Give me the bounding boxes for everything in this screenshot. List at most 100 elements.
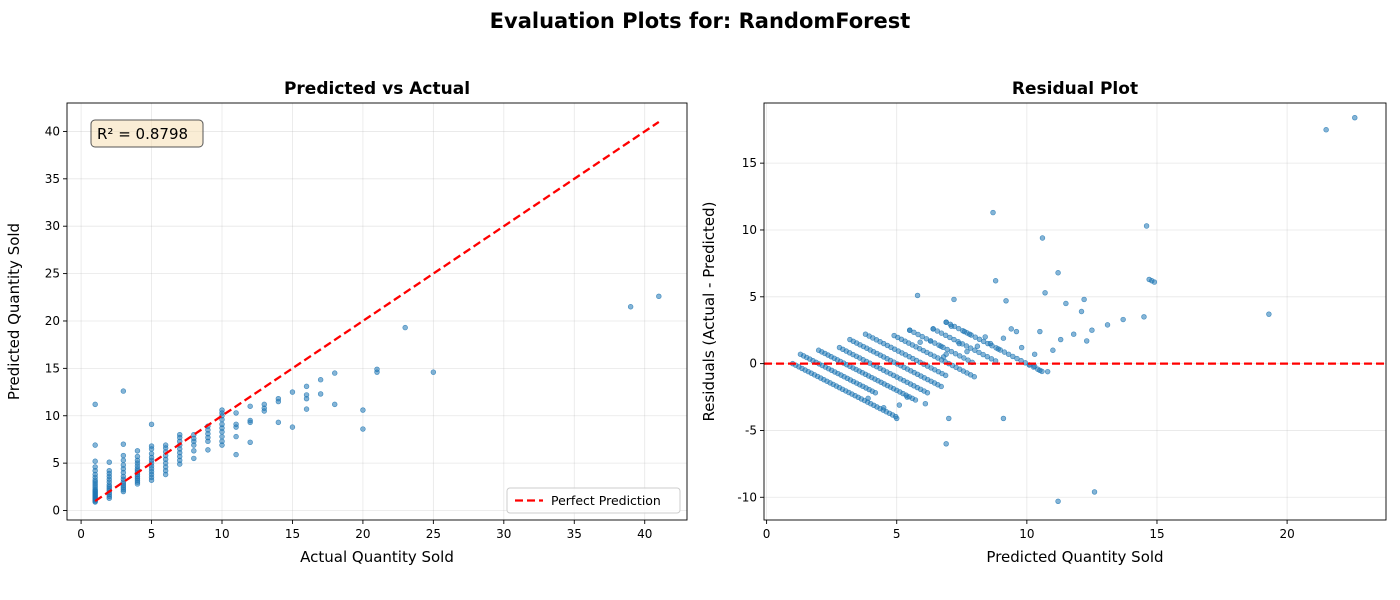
data-point [332,370,338,376]
tick-marks [63,130,646,524]
data-point [360,407,366,413]
data-point [1039,235,1046,241]
tick-labels: 0 5 10 15 20 -10 -5 0 5 10 15 [737,156,1294,541]
data-point [1120,316,1126,323]
x-tick-label: 20 [355,527,370,541]
data-point [219,407,225,413]
chart-title: Residual Plot [1012,79,1138,99]
data-point [1055,498,1061,504]
y-tick-label: -10 [737,490,757,504]
data-point [92,464,98,470]
data-point [106,468,112,474]
r2-text: R² = 0.8798 [97,125,188,143]
residual-plot-chart: 0 5 10 15 20 -10 -5 0 5 10 15 Residual Plot Predic… [700,79,1387,566]
x-tick-label: 35 [567,527,582,541]
axes-frame [763,102,1387,521]
data-point [1003,298,1009,304]
data-point [980,351,986,358]
x-tick-label: 5 [148,527,156,541]
data-point [948,348,955,355]
y-tick-label: 0 [749,357,757,371]
data-point [924,390,931,396]
data-point [917,339,923,345]
y-tick-label: 30 [45,219,60,233]
data-point [1081,296,1087,303]
legend-box [506,487,681,514]
data-point [191,448,197,454]
data-point [1104,322,1111,328]
data-point [992,278,999,284]
perfect-prediction-line [94,121,660,502]
data-point [951,336,957,343]
legend-entry: Perfect Prediction [551,493,661,508]
data-point [1084,338,1090,344]
grid [764,103,1386,520]
data-point [1008,326,1014,332]
data-point [919,333,925,340]
data-point [430,369,437,375]
x-tick-label: 40 [637,527,652,541]
data-point [1037,367,1043,374]
data-point [317,391,324,397]
data-point [1070,331,1077,337]
data-point [927,338,934,344]
data-point [881,405,887,411]
tick-marks [760,162,1288,524]
data-point [988,356,995,362]
data-point [938,383,944,390]
data-point [120,452,127,459]
data-point [1000,335,1007,341]
data-point [1010,353,1016,360]
y-axis-label: Residuals (Actual - Predicted) [700,202,718,422]
y-tick-label: 10 [742,223,757,237]
data-point [1005,351,1012,357]
data-point [120,462,127,468]
data-point [275,419,282,426]
data-point [332,401,338,408]
x-tick-label: 30 [496,527,511,541]
data-point [120,457,127,463]
data-point [922,401,929,407]
data-point [233,421,239,427]
x-axis-label: Predicted Quantity Sold [986,548,1163,566]
data-point [374,366,380,373]
data-point [233,451,239,458]
data-point [1031,351,1038,357]
data-point [934,328,941,334]
data-point [1057,336,1064,343]
data-point [952,351,959,357]
data-point [938,330,945,336]
data-point [1018,344,1025,351]
data-point [942,332,949,338]
perfect-prediction-line-path [94,121,660,502]
y-tick-label: 35 [45,172,60,186]
data-point [134,448,141,454]
x-tick-label: 0 [77,527,85,541]
data-point [219,438,225,445]
data-point [191,455,197,462]
data-point [964,348,970,355]
y-tick-label: 15 [45,361,60,375]
data-point [247,439,253,445]
data-point [106,459,112,465]
data-point [1037,328,1043,335]
data-point [912,397,919,403]
y-tick-label: 0 [52,504,60,518]
x-tick-label: 15 [285,527,300,541]
data-point [966,331,973,337]
data-point [938,343,944,349]
data-point [275,395,282,402]
data-point [894,415,900,422]
y-tick-label: 25 [45,267,60,281]
chart-title: Predicted vs Actual [284,79,470,99]
data-point [1042,290,1048,296]
scatter-points [789,115,1358,504]
data-point [942,372,949,379]
data-point [303,392,310,398]
data-point [92,401,98,408]
data-point [360,426,366,432]
data-point [872,390,879,396]
data-point [1323,127,1329,133]
x-tick-label: 10 [1019,527,1034,541]
data-point [961,328,968,335]
